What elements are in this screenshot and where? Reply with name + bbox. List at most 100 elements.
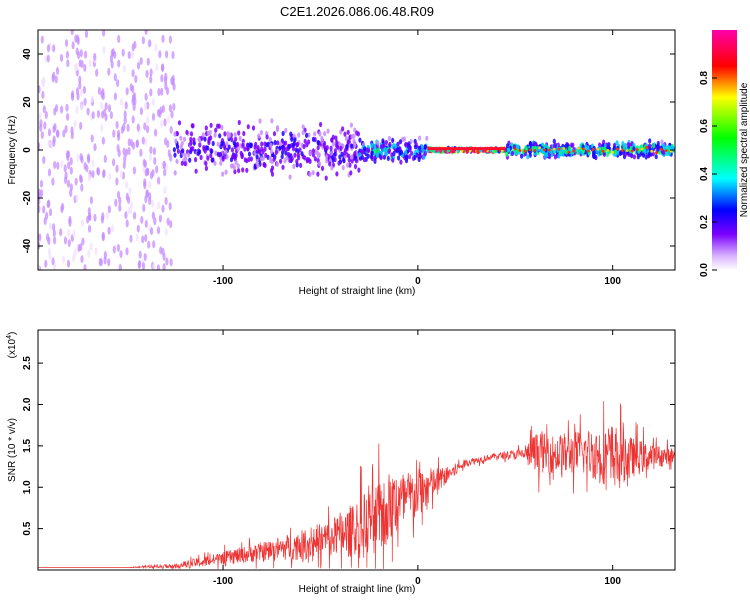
spectrogram-cell xyxy=(164,197,168,205)
spectrogram-cell xyxy=(288,157,292,163)
snr-frame xyxy=(37,329,676,571)
spectrogram-cell xyxy=(87,173,91,182)
spectrogram-cell xyxy=(222,143,226,150)
spectrogram-cell xyxy=(143,178,147,187)
spectrogram-cell xyxy=(161,63,165,72)
spectrogram-cell xyxy=(214,127,218,133)
spectrogram-cell xyxy=(317,152,321,158)
spectrogram-cell xyxy=(127,51,131,60)
spectrogram-cell xyxy=(155,63,159,72)
spectrogram-cell xyxy=(335,171,339,177)
spectrogram-cell xyxy=(64,176,68,185)
spectrogram-cell xyxy=(38,112,42,121)
spectrogram-cell xyxy=(274,149,278,155)
spectrogram-cell xyxy=(147,240,151,249)
colorbar-tick-label: 0.0 xyxy=(699,263,710,277)
spectrogram-cell xyxy=(521,148,526,154)
spectrogram-cell xyxy=(320,165,325,171)
spec-ytick-label: 20 xyxy=(22,96,33,108)
spectrogram-cell xyxy=(152,147,156,156)
spectrogram-cell xyxy=(313,131,317,137)
spectrogram-cell xyxy=(366,153,370,159)
spectrogram-cell xyxy=(247,151,252,157)
spectrogram-cell xyxy=(209,152,213,159)
spectrogram-cell xyxy=(311,152,316,158)
spectrogram-cell xyxy=(142,204,146,212)
spectrogram-cell xyxy=(257,133,261,139)
snr-xtick-label: 0 xyxy=(415,576,421,587)
spectrogram-cell xyxy=(606,148,610,152)
spectrogram-cell xyxy=(591,148,595,151)
spectrogram-cell xyxy=(102,46,106,55)
spectrogram-cell xyxy=(180,160,184,166)
spectrogram-cell xyxy=(388,141,392,147)
spectrogram-cell xyxy=(339,145,343,151)
spectrogram-cell xyxy=(281,130,285,137)
spectrogram-cell xyxy=(567,150,571,154)
spectrogram-cell xyxy=(183,161,187,167)
spectrogram-cell xyxy=(131,115,135,124)
spectrogram-cell xyxy=(316,171,320,177)
colorbar-label: Normalized spectral amplitude xyxy=(739,82,750,217)
spectrogram-cell xyxy=(137,261,141,269)
spectrogram-cell xyxy=(107,258,111,267)
spectrogram-cell xyxy=(413,144,417,150)
spectrogram-cell xyxy=(79,121,83,130)
snr-xtick-label: 100 xyxy=(604,576,621,587)
spectrogram-cell xyxy=(635,148,639,151)
spectrogram-cell xyxy=(150,227,154,236)
spectrogram-cell xyxy=(288,174,292,180)
spectrogram-cell xyxy=(236,163,240,169)
spectrogram-cell xyxy=(39,179,44,188)
spectrogram-cell xyxy=(153,217,157,226)
spectrogram-cell xyxy=(129,234,133,243)
spectrogram-cell xyxy=(67,229,71,237)
spectrogram-cell xyxy=(168,35,172,44)
spectrogram-cell xyxy=(533,141,537,147)
spectrogram-cell xyxy=(141,136,145,145)
spectrogram-cell xyxy=(384,139,388,146)
spectrogram-cell xyxy=(311,170,315,176)
spectrogram-cell xyxy=(376,147,380,153)
spectrogram-cell xyxy=(230,147,234,153)
spectrogram-cell xyxy=(418,135,422,141)
spectrogram-cell xyxy=(248,142,252,148)
snr-ytick-label: 0.5 xyxy=(22,521,33,535)
spectrogram-cell xyxy=(418,145,422,151)
spectrogram-cell xyxy=(144,234,148,243)
spectrogram-cell xyxy=(234,160,238,166)
spectrogram-cell xyxy=(289,131,293,137)
spectrogram-cell xyxy=(211,140,215,147)
spectrogram-cell xyxy=(43,217,47,226)
spectrogram-cell xyxy=(87,249,91,258)
spectrogram-cell xyxy=(204,165,208,171)
spectrogram-cell xyxy=(189,140,193,146)
spectrogram-cell xyxy=(229,157,234,163)
spectrogram-cell xyxy=(146,125,150,134)
spectrogram-cell xyxy=(91,170,95,179)
snr-ytick-label: 2.0 xyxy=(22,397,33,411)
spectrogram-cell xyxy=(165,50,169,59)
spectrogram-cell xyxy=(73,248,77,257)
spectrogram-cell xyxy=(357,167,361,173)
spectrogram-cell xyxy=(192,137,196,143)
snr-xtick-label: -100 xyxy=(213,576,233,587)
spectrogram-cell xyxy=(56,161,60,170)
spectrogram-cell xyxy=(547,148,551,152)
spectrogram-cell xyxy=(77,244,81,253)
spectrogram-cell xyxy=(66,150,71,159)
spectrogram-cell xyxy=(423,150,427,157)
spectrogram-cell xyxy=(282,140,286,146)
spectrogram-cell xyxy=(407,154,412,160)
spectrogram-cell xyxy=(80,219,85,227)
spectrogram-cell xyxy=(125,180,129,189)
spectrogram-cell xyxy=(161,34,165,43)
spectrogram-cell xyxy=(399,149,404,155)
spectrogram-cell xyxy=(624,142,628,149)
spectrogram-cell xyxy=(93,143,97,152)
spectrogram-cell xyxy=(303,155,307,161)
spectrogram-cell xyxy=(113,73,117,82)
spectrogram-cell xyxy=(625,149,629,153)
spectrogram-cell xyxy=(80,183,84,192)
spec-ytick-label: 0 xyxy=(22,147,33,153)
